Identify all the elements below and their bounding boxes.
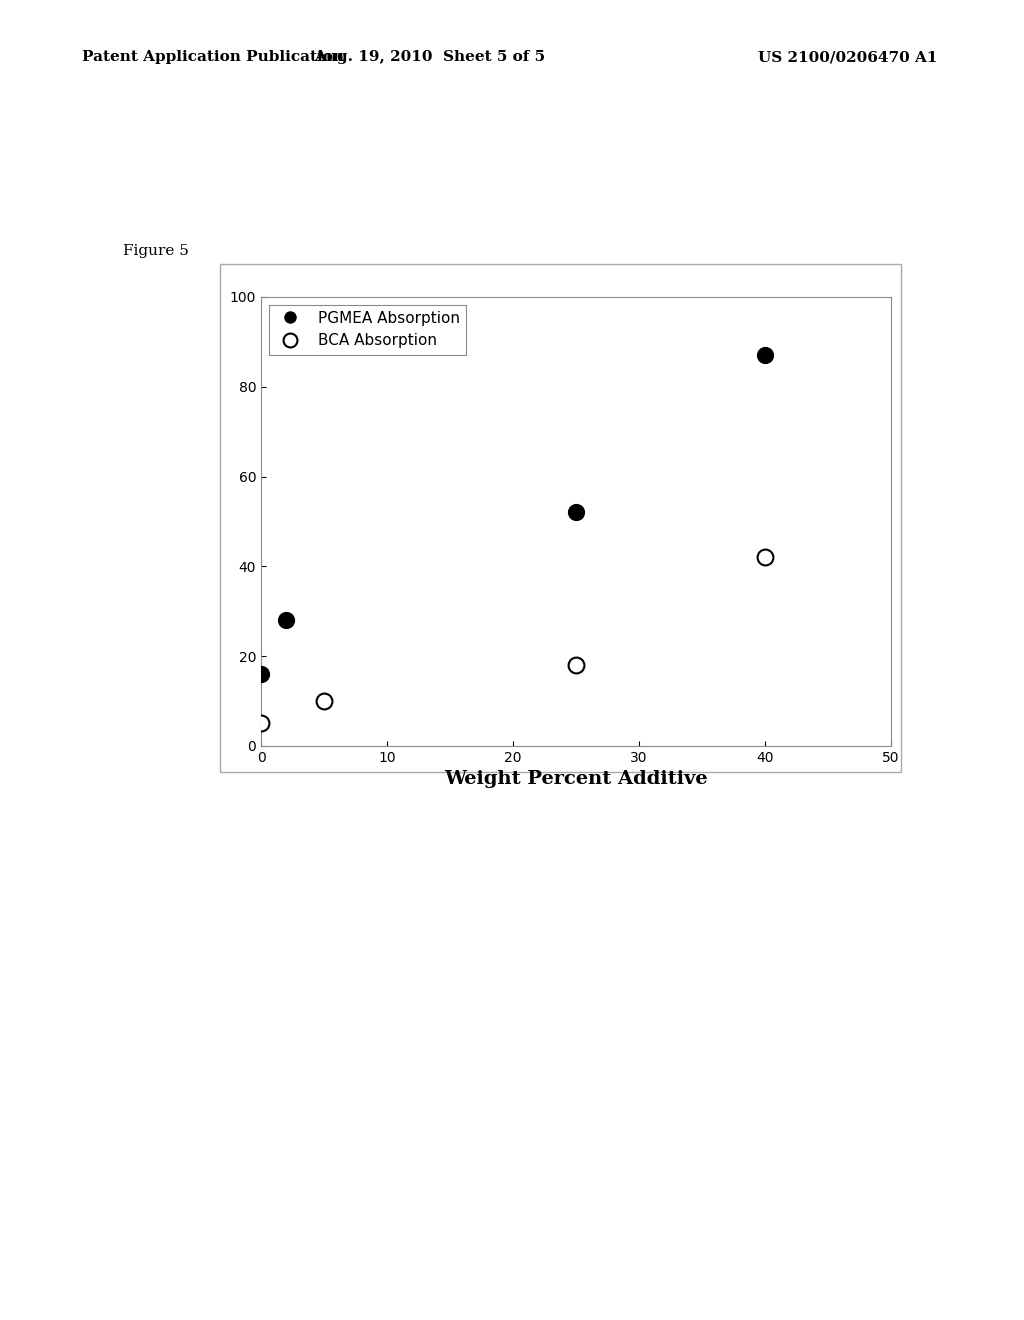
Text: Aug. 19, 2010  Sheet 5 of 5: Aug. 19, 2010 Sheet 5 of 5 — [314, 50, 546, 65]
Text: US 2100/0206470 A1: US 2100/0206470 A1 — [758, 50, 937, 65]
Text: Figure 5: Figure 5 — [123, 244, 188, 259]
PGMEA Absorption — [757, 345, 773, 366]
Text: Patent Application Publication: Patent Application Publication — [82, 50, 344, 65]
Legend: PGMEA Absorption, BCA Absorption: PGMEA Absorption, BCA Absorption — [268, 305, 466, 355]
X-axis label: Weight Percent Additive: Weight Percent Additive — [444, 770, 708, 788]
BCA Absorption — [253, 713, 269, 734]
BCA Absorption — [567, 655, 584, 676]
PGMEA Absorption — [253, 664, 269, 685]
PGMEA Absorption — [567, 502, 584, 523]
BCA Absorption — [315, 690, 332, 711]
PGMEA Absorption — [279, 610, 295, 631]
BCA Absorption — [757, 546, 773, 568]
